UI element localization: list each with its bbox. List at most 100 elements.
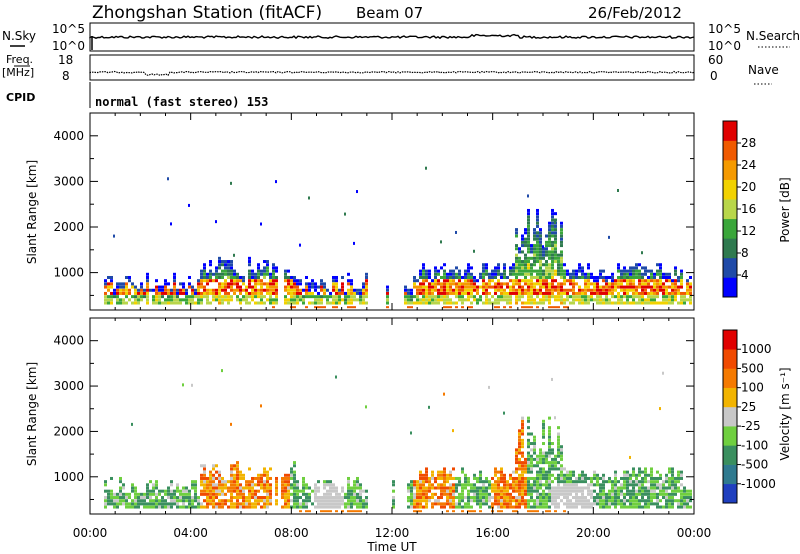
power-cell [314,298,317,302]
velocity-cell [212,480,215,484]
velocity-cell [248,499,251,503]
power-cell [503,282,506,286]
velocity-cell [527,457,530,461]
velocity-cell [623,486,626,490]
power-cell [644,285,647,289]
power-cell [581,275,584,279]
power-cell [410,301,413,305]
power-cell [467,306,470,309]
velocity-cell [338,502,341,506]
power-cell [590,272,593,276]
velocity-cell [200,480,203,484]
velocity-cell [671,480,674,484]
velocity-cell [158,499,161,503]
velocity-cell [497,492,500,496]
velocity-cell [194,489,197,493]
power-cell [347,295,350,299]
power-cell [527,228,530,232]
velocity-cell [203,480,206,484]
velocity-cell [482,480,485,484]
velocity-cell [167,492,170,496]
power-cell [635,272,638,276]
power-cell [155,279,158,283]
velocity-cell [458,502,461,506]
velocity-cell [407,496,410,500]
velocity-cell [191,499,194,503]
velocity-cell [626,499,629,503]
power-cell [668,298,671,302]
power-cell [221,285,224,289]
cpid-label: CPID [6,91,35,104]
power-cell [116,288,119,292]
power-cell [578,263,581,267]
power-cell [200,291,203,295]
velocity-cell [563,492,566,496]
power-cell [146,295,149,299]
velocity-cell [572,496,575,500]
power-cell [287,275,290,279]
velocity-cell [680,499,683,503]
power-cell [539,240,542,244]
velocity-cell [461,467,464,471]
power-cell [350,282,353,286]
power-cell [566,291,569,295]
power-cell [653,279,656,283]
velocity-cell [275,499,278,503]
power-cell [548,275,551,279]
power-cell [587,301,590,305]
power-cell [197,291,200,295]
velocity-cell [449,505,452,509]
velocity-cell [293,492,296,496]
power-cell [161,285,164,289]
power-cell [125,282,128,286]
velocity-cell [527,480,530,484]
velocity-cell [245,505,248,509]
velocity-cell [515,461,518,465]
velocity-cell [392,496,395,500]
power-cell [164,301,167,305]
power-cell [443,291,446,295]
velocity-cell [656,505,659,509]
velocity-cell [146,505,149,509]
velocity-cell [521,473,524,477]
power-cell [233,272,236,276]
power-cell [563,263,566,267]
velocity-cell [629,499,632,503]
power-cell [668,291,671,295]
power-cell [656,272,659,276]
velocity-cell [434,480,437,484]
velocity-cell [443,480,446,484]
velocity-cell [185,489,188,493]
power-cell [443,263,446,267]
power-cell [365,272,368,276]
power-cell [119,288,122,292]
velocity-cell [476,499,479,503]
velocity-colorbar-swatch [723,483,737,504]
velocity-cell [260,483,263,487]
power-cell [341,282,344,286]
velocity-cell [650,476,653,480]
velocity-cell [134,489,137,493]
velocity-cell [347,510,350,513]
velocity-cell [584,505,587,509]
velocity-cell [134,502,137,506]
velocity-cell [521,429,524,433]
velocity-cell [110,489,113,493]
velocity-cell [170,489,173,493]
velocity-cell [581,473,584,477]
power-cell [494,275,497,279]
power-cell [524,282,527,286]
power-cell [587,279,590,283]
velocity-cell [281,496,284,500]
power-cell [665,301,668,305]
velocity-cell [392,480,395,484]
velocity-cell [323,486,326,490]
power-cell [311,282,314,286]
power-cell [548,221,551,225]
power-cell [272,279,275,283]
velocity-cell [533,442,536,446]
power-cell [422,282,425,286]
velocity-cell [296,499,299,503]
velocity-colorbar-tick-label: -100 [741,438,768,452]
power-cell [179,282,182,286]
